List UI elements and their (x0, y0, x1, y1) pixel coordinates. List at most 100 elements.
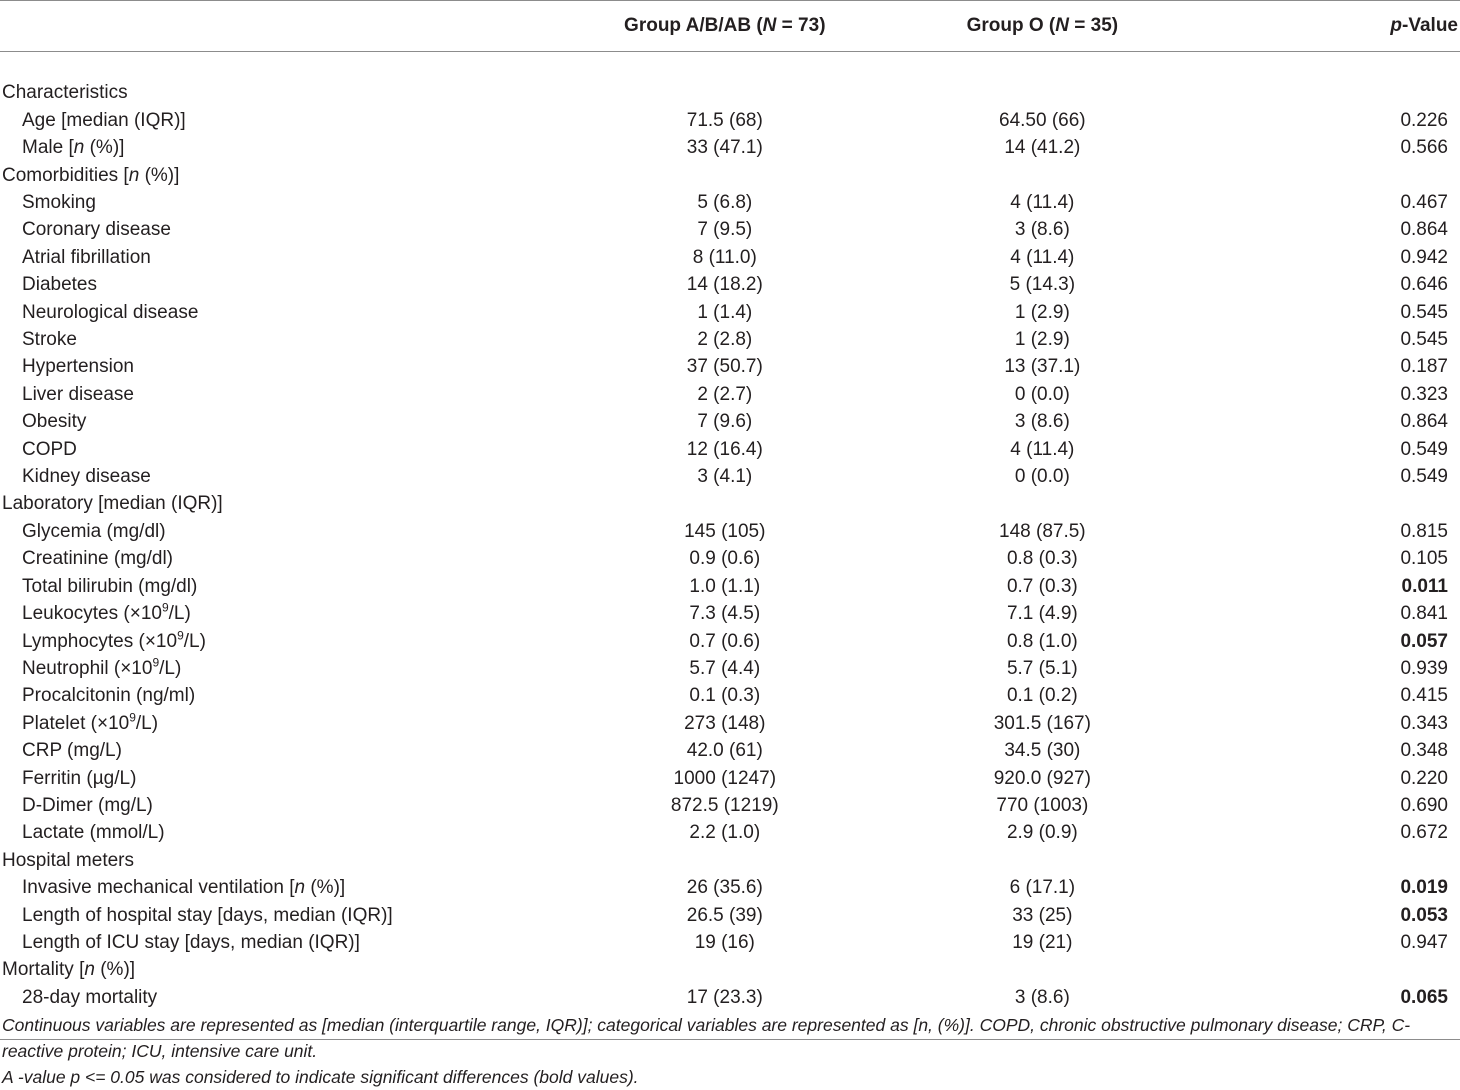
p-value: 0.549 (1400, 466, 1448, 488)
table-row: Neurological disease 1 (1.4) 1 (2.9) 0.545 (0, 299, 1460, 326)
section-header-row: Comorbidities [n (%)] (0, 162, 1460, 189)
row-label: Leukocytes (×109/L) (22, 600, 191, 625)
section-header-row: Hospital meters (0, 847, 1460, 874)
row-label: 28-day mortality (22, 986, 158, 1008)
p-value: 0.011 (1401, 575, 1449, 597)
row-label: Age [median (IQR)] (22, 109, 186, 131)
group-abab-value: 0.7 (0.6) (689, 630, 761, 652)
footnote-significance: A -value p <= 0.05 was considered to ind… (2, 1067, 639, 1087)
table-row: Ferritin (µg/L) 1000 (1247) 920.0 (927) 0.2… (0, 765, 1460, 792)
group-abab-value: 1 (1.4) (697, 301, 753, 323)
group-abab-value: 273 (148) (684, 712, 766, 734)
row-label: Hypertension (22, 356, 134, 378)
section-header-row: Characteristics (0, 79, 1460, 106)
group-abab-value: 7.3 (4.5) (689, 603, 761, 625)
header-group-abab: Group A/B/AB (N = 73) (553, 0, 897, 52)
table-row: Total bilirubin (mg/dl) 1.0 (1.1) 0.7 (0.3… (0, 573, 1460, 600)
group-o-value: 920.0 (927) (993, 767, 1091, 789)
footnote-definitions: Continuous variables are represented as … (2, 1015, 1411, 1061)
row-label: D-Dimer (mg/L) (22, 794, 153, 816)
table-row: Diabetes 14 (18.2) 5 (14.3) 0.646 (0, 271, 1460, 298)
table-header-row: Group A/B/AB (N = 73) Group O (N = 35) p… (0, 0, 1460, 52)
group-abab-value: 5 (6.8) (697, 192, 753, 214)
row-label: Ferritin (µg/L) (22, 767, 137, 789)
p-value: 0.105 (1400, 548, 1448, 570)
group-o-value: 770 (1003) (996, 794, 1089, 816)
group-abab-value: 26.5 (39) (686, 904, 763, 926)
group-abab-value: 7 (9.6) (697, 411, 753, 433)
section-label: Comorbidities [n (%)] (2, 164, 180, 186)
p-value: 0.942 (1400, 246, 1448, 268)
table-row: Length of ICU stay [days, median (IQR)] 1… (0, 929, 1460, 956)
group-o-value: 3 (8.6) (1014, 986, 1070, 1008)
spacer-row (0, 1011, 1460, 1040)
row-label: Lactate (mmol/L) (22, 822, 165, 844)
group-o-value: 14 (41.2) (1004, 137, 1081, 159)
section-header-row: Laboratory [median (IQR)] (0, 490, 1460, 517)
table-footnotes: Continuous variables are represented as … (2, 1012, 1458, 1090)
group-abab-value: 1.0 (1.1) (689, 575, 761, 597)
group-abab-value: 2 (2.7) (697, 383, 753, 405)
group-abab-value: 14 (18.2) (686, 274, 763, 296)
group-o-value: 0 (0.0) (1014, 466, 1070, 488)
p-value: 0.053 (1400, 904, 1448, 926)
table-row: Creatinine (mg/dl) 0.9 (0.6) 0.8 (0.3) 0.10… (0, 545, 1460, 572)
header-label (0, 0, 554, 52)
table-row: Hypertension 37 (50.7) 13 (37.1) 0.187 (0, 353, 1460, 380)
row-label: Invasive mechanical ventilation [n (%)] (22, 877, 346, 899)
p-value: 0.545 (1400, 329, 1448, 351)
table-row: Kidney disease 3 (4.1) 0 (0.0) 0.549 (0, 463, 1460, 490)
p-value: 0.947 (1400, 931, 1448, 953)
p-value: 0.323 (1400, 383, 1448, 405)
p-value: 0.690 (1400, 794, 1448, 816)
section-label: Hospital meters (2, 849, 134, 871)
row-label: Obesity (22, 411, 87, 433)
group-o-value: 4 (11.4) (1010, 192, 1075, 214)
section-label: Laboratory [median (IQR)] (2, 493, 223, 515)
row-label: Coronary disease (22, 219, 171, 241)
p-value: 0.864 (1400, 411, 1448, 433)
p-value: 0.019 (1400, 877, 1448, 899)
row-label: Diabetes (22, 274, 97, 296)
group-o-value: 0.8 (1.0) (1006, 630, 1078, 652)
group-abab-value: 1000 (1247) (673, 767, 777, 789)
table-row: Obesity 7 (9.6) 3 (8.6) 0.864 (0, 408, 1460, 435)
spacer-row (0, 52, 1460, 80)
group-o-value: 0 (0.0) (1014, 383, 1070, 405)
group-abab-value: 2 (2.8) (697, 329, 753, 351)
section-header-row: Mortality [n (%)] (0, 956, 1460, 983)
row-label: Procalcitonin (ng/ml) (22, 685, 196, 707)
row-label: Male [n (%)] (22, 137, 125, 159)
row-label: Creatinine (mg/dl) (22, 548, 173, 570)
p-value: 0.864 (1400, 219, 1448, 241)
p-value: 0.545 (1400, 301, 1448, 323)
p-value: 0.343 (1400, 712, 1448, 734)
group-o-value: 64.50 (66) (999, 109, 1086, 131)
row-label: Total bilirubin (mg/dl) (22, 575, 198, 597)
p-value: 0.348 (1400, 740, 1448, 762)
p-value: 0.220 (1400, 767, 1448, 789)
group-abab-value: 17 (23.3) (686, 986, 763, 1008)
row-label: Length of hospital stay [days, median (I… (22, 904, 393, 926)
section-label: Mortality [n (%)] (2, 959, 136, 981)
group-abab-value: 2.2 (1.0) (689, 822, 761, 844)
row-label: Stroke (22, 329, 77, 351)
table-row: Neutrophil (×109/L) 5.7 (4.4) 5.7 (5.1) 0.9… (0, 655, 1460, 682)
group-o-value: 4 (11.4) (1010, 438, 1075, 460)
group-abab-value: 26 (35.6) (686, 877, 763, 899)
data-table: Group A/B/AB (N = 73) Group O (N = 35) p… (0, 0, 1460, 1040)
table-row: Lactate (mmol/L) 2.2 (1.0) 2.9 (0.9) 0.672 (0, 819, 1460, 846)
header-p-value: p-Value (1188, 0, 1460, 52)
p-value: 0.939 (1400, 657, 1448, 679)
group-o-value: 148 (87.5) (999, 520, 1086, 542)
table-row: Leukocytes (×109/L) 7.3 (4.5) 7.1 (4.9) 0.8… (0, 600, 1460, 627)
group-abab-value: 19 (16) (694, 931, 755, 953)
group-o-value: 301.5 (167) (993, 712, 1091, 734)
row-label: Neurological disease (22, 301, 199, 323)
p-value: 0.415 (1400, 685, 1448, 707)
table-row: Age [median (IQR)] 71.5 (68) 64.50 (66) 0.2… (0, 107, 1460, 134)
p-value: 0.057 (1400, 630, 1448, 652)
p-value: 0.841 (1400, 603, 1448, 625)
group-o-value: 19 (21) (1012, 931, 1073, 953)
row-label: Smoking (22, 192, 96, 214)
